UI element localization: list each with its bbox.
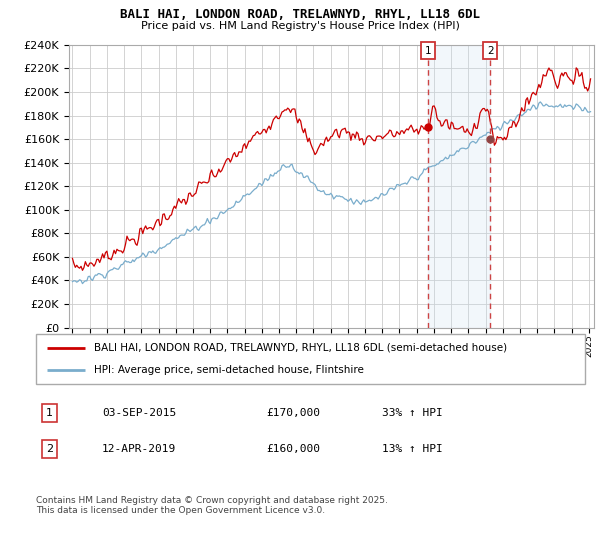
Text: 2: 2 [487,46,494,55]
Text: BALI HAI, LONDON ROAD, TRELAWNYD, RHYL, LL18 6DL: BALI HAI, LONDON ROAD, TRELAWNYD, RHYL, … [120,8,480,21]
Bar [428,45,490,328]
Text: 2: 2 [46,444,53,454]
Text: HPI: Average price, semi-detached house, Flintshire: HPI: Average price, semi-detached house,… [94,365,364,375]
Text: 1: 1 [46,408,53,418]
Text: 12-APR-2019: 12-APR-2019 [102,444,176,454]
Text: Contains HM Land Registry data © Crown copyright and database right 2025.
This d: Contains HM Land Registry data © Crown c… [36,496,388,515]
FancyBboxPatch shape [36,334,585,384]
Text: 1: 1 [425,46,431,55]
Text: £160,000: £160,000 [266,444,320,454]
Text: 13% ↑ HPI: 13% ↑ HPI [382,444,443,454]
Text: 33% ↑ HPI: 33% ↑ HPI [382,408,443,418]
Text: 03-SEP-2015: 03-SEP-2015 [102,408,176,418]
Text: £170,000: £170,000 [266,408,320,418]
Text: BALI HAI, LONDON ROAD, TRELAWNYD, RHYL, LL18 6DL (semi-detached house): BALI HAI, LONDON ROAD, TRELAWNYD, RHYL, … [94,343,507,353]
Text: Price paid vs. HM Land Registry's House Price Index (HPI): Price paid vs. HM Land Registry's House … [140,21,460,31]
